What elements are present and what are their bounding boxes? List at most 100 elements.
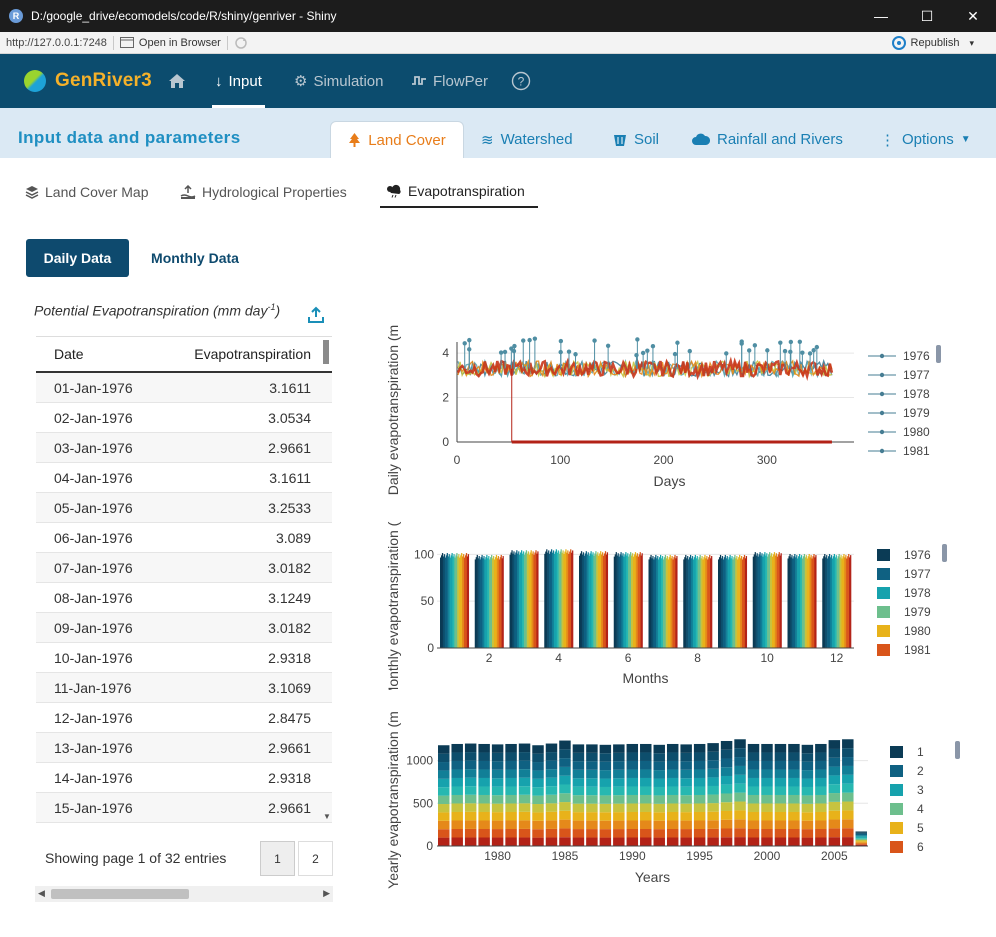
bar [798,556,800,648]
scroll-left-arrow-icon[interactable]: ◀ [38,888,45,898]
stacked-bar-segment [680,778,692,787]
home-button[interactable] [168,54,186,108]
bar [735,558,737,648]
nav-input[interactable]: ↓ Input [212,54,265,108]
bar [466,556,469,648]
table-row[interactable]: 13-Jan-1976 2.9661 [36,733,332,763]
bar [811,558,813,648]
table-row[interactable]: 10-Jan-1976 2.9318 [36,643,332,673]
table-row[interactable]: 14-Jan-1976 2.9318 [36,763,332,793]
upload-icon[interactable] [307,306,325,324]
help-button[interactable]: ? [511,54,531,108]
table-row[interactable]: 15-Jan-1976 2.9661 [36,793,332,823]
tab-watershed[interactable]: ≋ Watershed [481,121,573,158]
stacked-bar-segment [855,833,867,836]
table-row[interactable]: 12-Jan-1976 2.8475 [36,703,332,733]
stacked-bar-segment [788,777,800,787]
bar [446,553,448,648]
column-header-evapotranspiration[interactable]: Evapotranspiration [194,346,311,362]
scrollbar-thumb[interactable] [51,889,189,899]
subtab-hydrological-properties[interactable]: Hydrological Properties [180,176,347,208]
page-button-1[interactable]: 1 [260,841,295,876]
bar [803,553,806,648]
stacked-bar-segment [855,843,867,845]
bar [763,554,765,648]
table-row[interactable]: 01-Jan-1976 3.1611 [36,373,332,403]
stacked-bar-segment [707,785,719,795]
table-row[interactable]: 06-Jan-1976 3.089 [36,523,332,553]
bar [520,552,522,648]
table-row[interactable]: 09-Jan-1976 3.0182 [36,613,332,643]
tab-rainfall-rivers[interactable]: Rainfall and Rivers [692,121,843,158]
stacked-bar-segment [842,837,854,846]
subtab-land-cover-map[interactable]: Land Cover Map [25,176,149,208]
table-row[interactable]: 08-Jan-1976 3.1249 [36,583,332,613]
bar [637,556,639,648]
table-row[interactable]: 04-Jan-1976 3.1611 [36,463,332,493]
stacked-bar-segment [599,829,612,838]
bar [683,559,685,648]
page-button-2[interactable]: 2 [298,841,333,876]
daily-data-button[interactable]: Daily Data [26,239,129,277]
bar [752,556,755,648]
bar [476,554,478,648]
close-button[interactable]: ✕ [967,7,979,24]
monthly-data-button[interactable]: Monthly Data [151,250,239,266]
stacked-bar-segment [532,820,544,830]
bar [756,553,758,648]
tab-options[interactable]: ⋮ Options ▼ [880,121,971,158]
window-titlebar: R D:/google_drive/ecomodels/code/R/shiny… [0,0,996,32]
stacked-bar-segment [626,803,639,812]
bar [848,553,850,648]
table-body: 01-Jan-1976 3.1611 02-Jan-1976 3.0534 03-Jan… [36,373,332,823]
stacked-bar-segment [451,803,463,812]
stacked-bar-segment [693,803,706,812]
tab-land-cover[interactable]: Land Cover [330,121,464,158]
legend-item: 6 [917,840,924,854]
nav-flowper[interactable]: FlowPer [411,54,488,108]
refresh-icon[interactable] [234,36,248,50]
bar [452,556,454,648]
column-header-date[interactable]: Date [54,346,84,362]
brand[interactable]: GenRiver3 [24,70,152,92]
bar [606,552,609,648]
bar [839,557,841,648]
stacked-bar-segment [478,803,490,812]
stacked-bar-segment [464,743,477,753]
stacked-bar-segment [518,752,531,761]
stacked-bar-segment [801,820,814,830]
table-row[interactable]: 11-Jan-1976 3.1069 [36,673,332,703]
stacked-bar-segment [599,770,612,779]
table-row[interactable]: 07-Jan-1976 3.0182 [36,553,332,583]
table-row[interactable]: 03-Jan-1976 2.9661 [36,433,332,463]
nav-simulation[interactable]: ⚙ Simulation [294,54,384,108]
horizontal-scrollbar[interactable]: ◀ ▶ [35,886,333,902]
table-scrollbar[interactable] [323,340,329,364]
republish-button[interactable]: Republish ▾ [891,36,974,50]
maximize-button[interactable]: ☐ [920,7,934,24]
yearly-evapotranspiration-chart[interactable]: 0 500 1000 1980 1985 1990 1995 2000 2005 Years Yea… [380,710,960,890]
legend-swatch [877,568,890,580]
table-row[interactable]: 02-Jan-1976 3.0534 [36,403,332,433]
stacked-bar-segment [788,837,800,846]
stacked-bar-segment [626,811,639,821]
tab-soil[interactable]: Soil [613,121,659,158]
scroll-down-arrow-icon[interactable]: ▼ [323,812,331,821]
stacked-bar-segment [572,778,585,787]
table-row[interactable]: 05-Jan-1976 3.2533 [36,493,332,523]
bar [661,556,664,648]
bar [591,554,593,648]
bar [572,550,574,648]
open-in-browser-button[interactable]: Open in Browser [119,37,221,49]
stacked-bar-segment [666,743,679,753]
monthly-evapotranspiration-chart[interactable]: 0 50 100 2 4 6 8 10 12 Months Monthly evapotranspi… [380,510,960,690]
subtab-evapotranspiration[interactable]: Evapotranspiration [380,176,538,208]
bar [634,552,637,648]
scroll-right-arrow-icon[interactable]: ▶ [323,888,330,898]
stacked-bar-segment [842,783,854,793]
bar [628,556,630,648]
minimize-button[interactable]: — [874,8,888,24]
daily-evapotranspiration-chart[interactable]: 0 2 4 0 100 200 300 Days Daily evapotranspiratio… [380,312,960,497]
chevron-down-icon[interactable]: ▾ [969,37,974,48]
stacked-bar-segment [505,820,517,829]
